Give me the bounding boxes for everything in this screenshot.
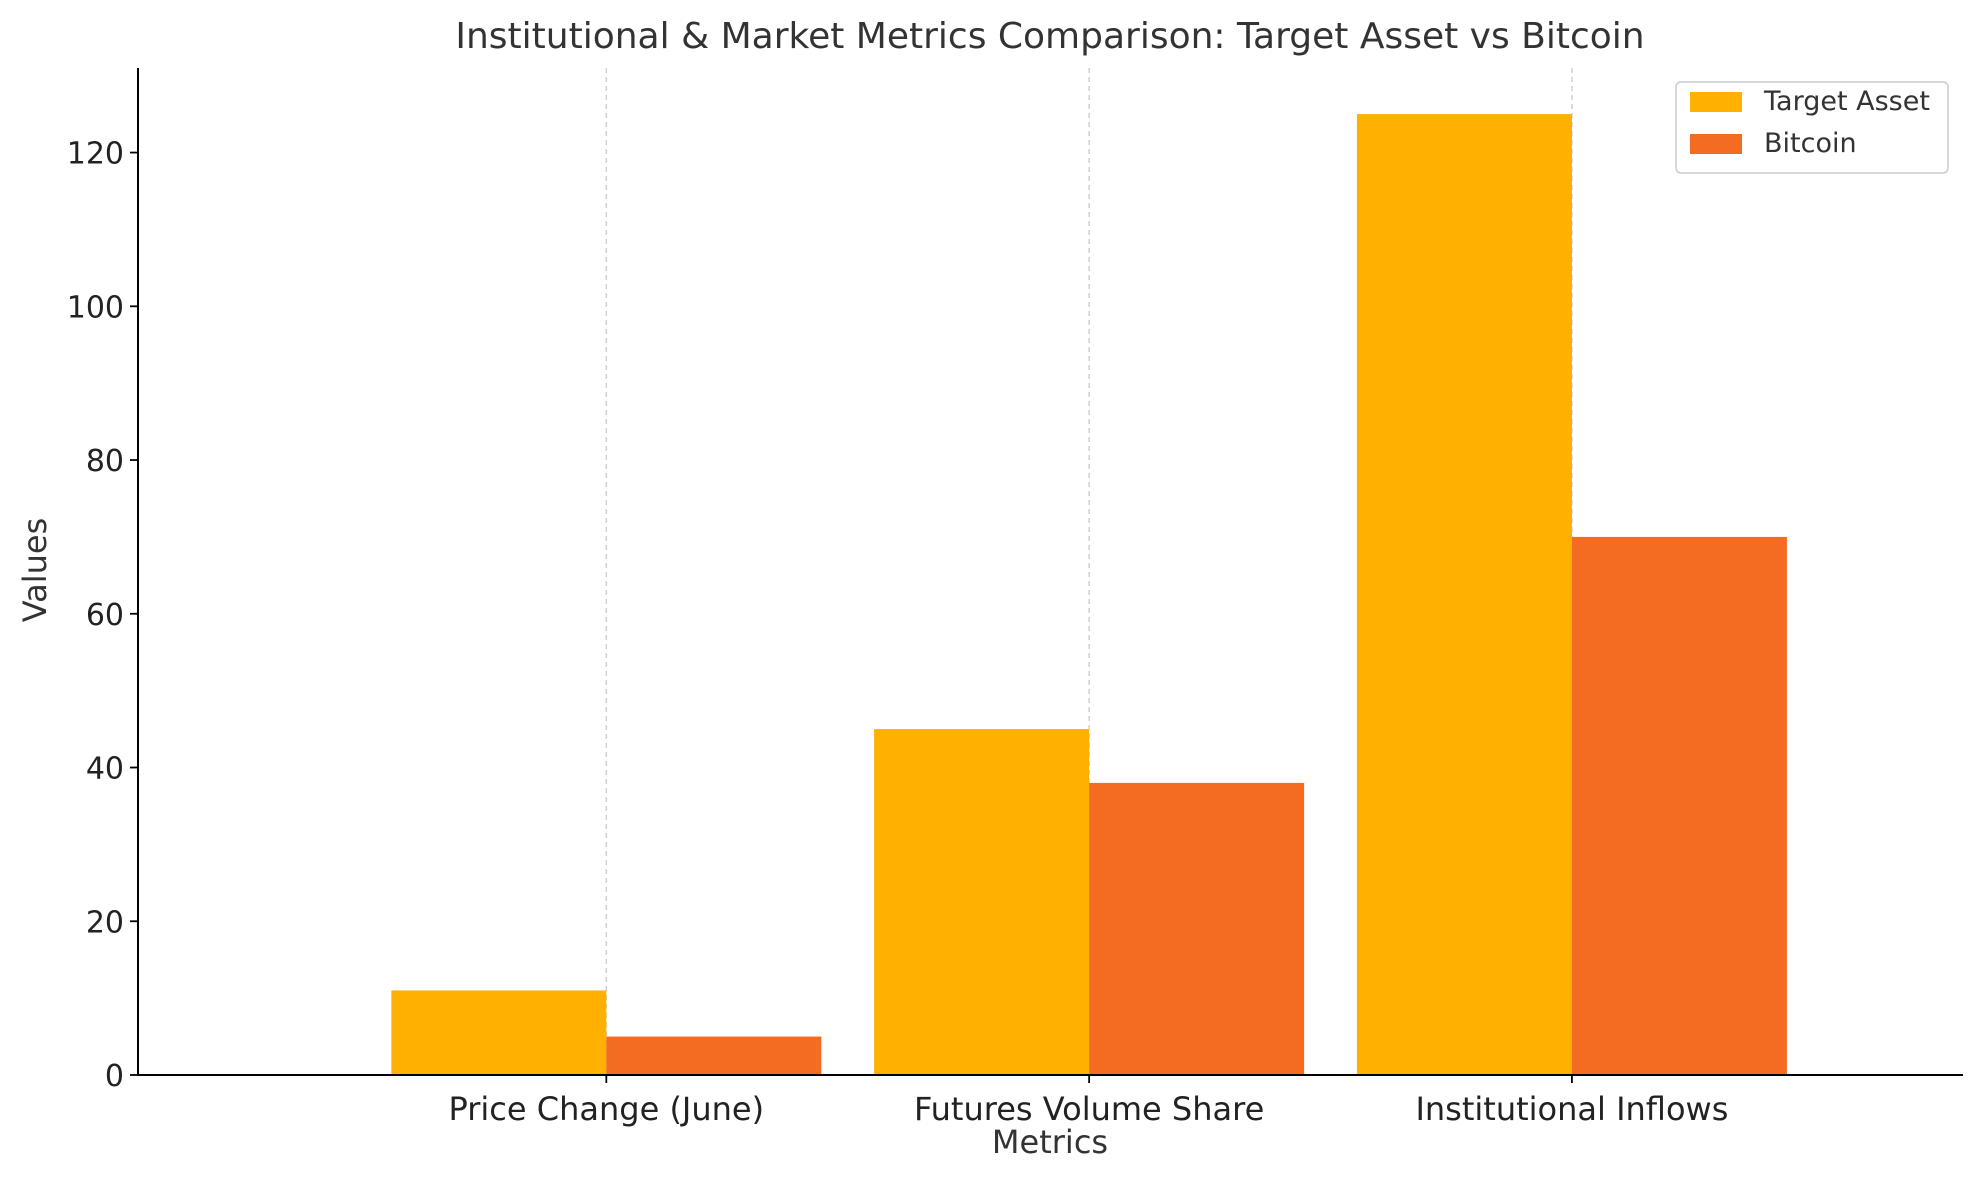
x-tick-label: Price Change (June) <box>449 1090 765 1128</box>
x-tick-label: Institutional Inflows <box>1415 1090 1728 1128</box>
y-tick-label: 40 <box>86 752 124 787</box>
legend-label-bitcoin: Bitcoin <box>1764 128 1857 159</box>
y-tick-labels: 0 20 40 60 80 100 120 <box>67 137 138 1094</box>
bar-bitcoin-1 <box>606 1036 822 1075</box>
bar-target-asset-2 <box>874 729 1090 1075</box>
legend-label-target-asset: Target Asset <box>1763 86 1930 117</box>
legend-swatch-bitcoin <box>1690 134 1742 154</box>
y-axis-label: Values <box>16 518 54 623</box>
y-tick-label: 20 <box>86 905 124 940</box>
y-tick-label: 80 <box>86 444 124 479</box>
legend: Target Asset Bitcoin <box>1675 81 1949 174</box>
bar-target-asset-3 <box>1356 114 1572 1076</box>
x-tick-label: Futures Volume Share <box>914 1090 1264 1128</box>
bar-target-asset-1 <box>391 990 607 1075</box>
bar-bitcoin-3 <box>1571 536 1787 1075</box>
x-tick-labels: Price Change (June) Futures Volume Share I… <box>449 1075 1728 1128</box>
legend-box <box>1675 81 1949 174</box>
bar-bitcoin-2 <box>1089 782 1305 1075</box>
y-tick-label: 60 <box>86 598 124 633</box>
y-tick-label: 100 <box>67 290 124 325</box>
legend-swatch-target-asset <box>1690 92 1742 112</box>
x-axis-label: Metrics <box>992 1123 1108 1161</box>
y-tick-label: 120 <box>67 137 124 172</box>
y-tick-label: 0 <box>105 1059 124 1094</box>
chart-title: Institutional & Market Metrics Compariso… <box>455 16 1644 57</box>
axes <box>137 68 1963 1076</box>
bars <box>391 114 1787 1076</box>
